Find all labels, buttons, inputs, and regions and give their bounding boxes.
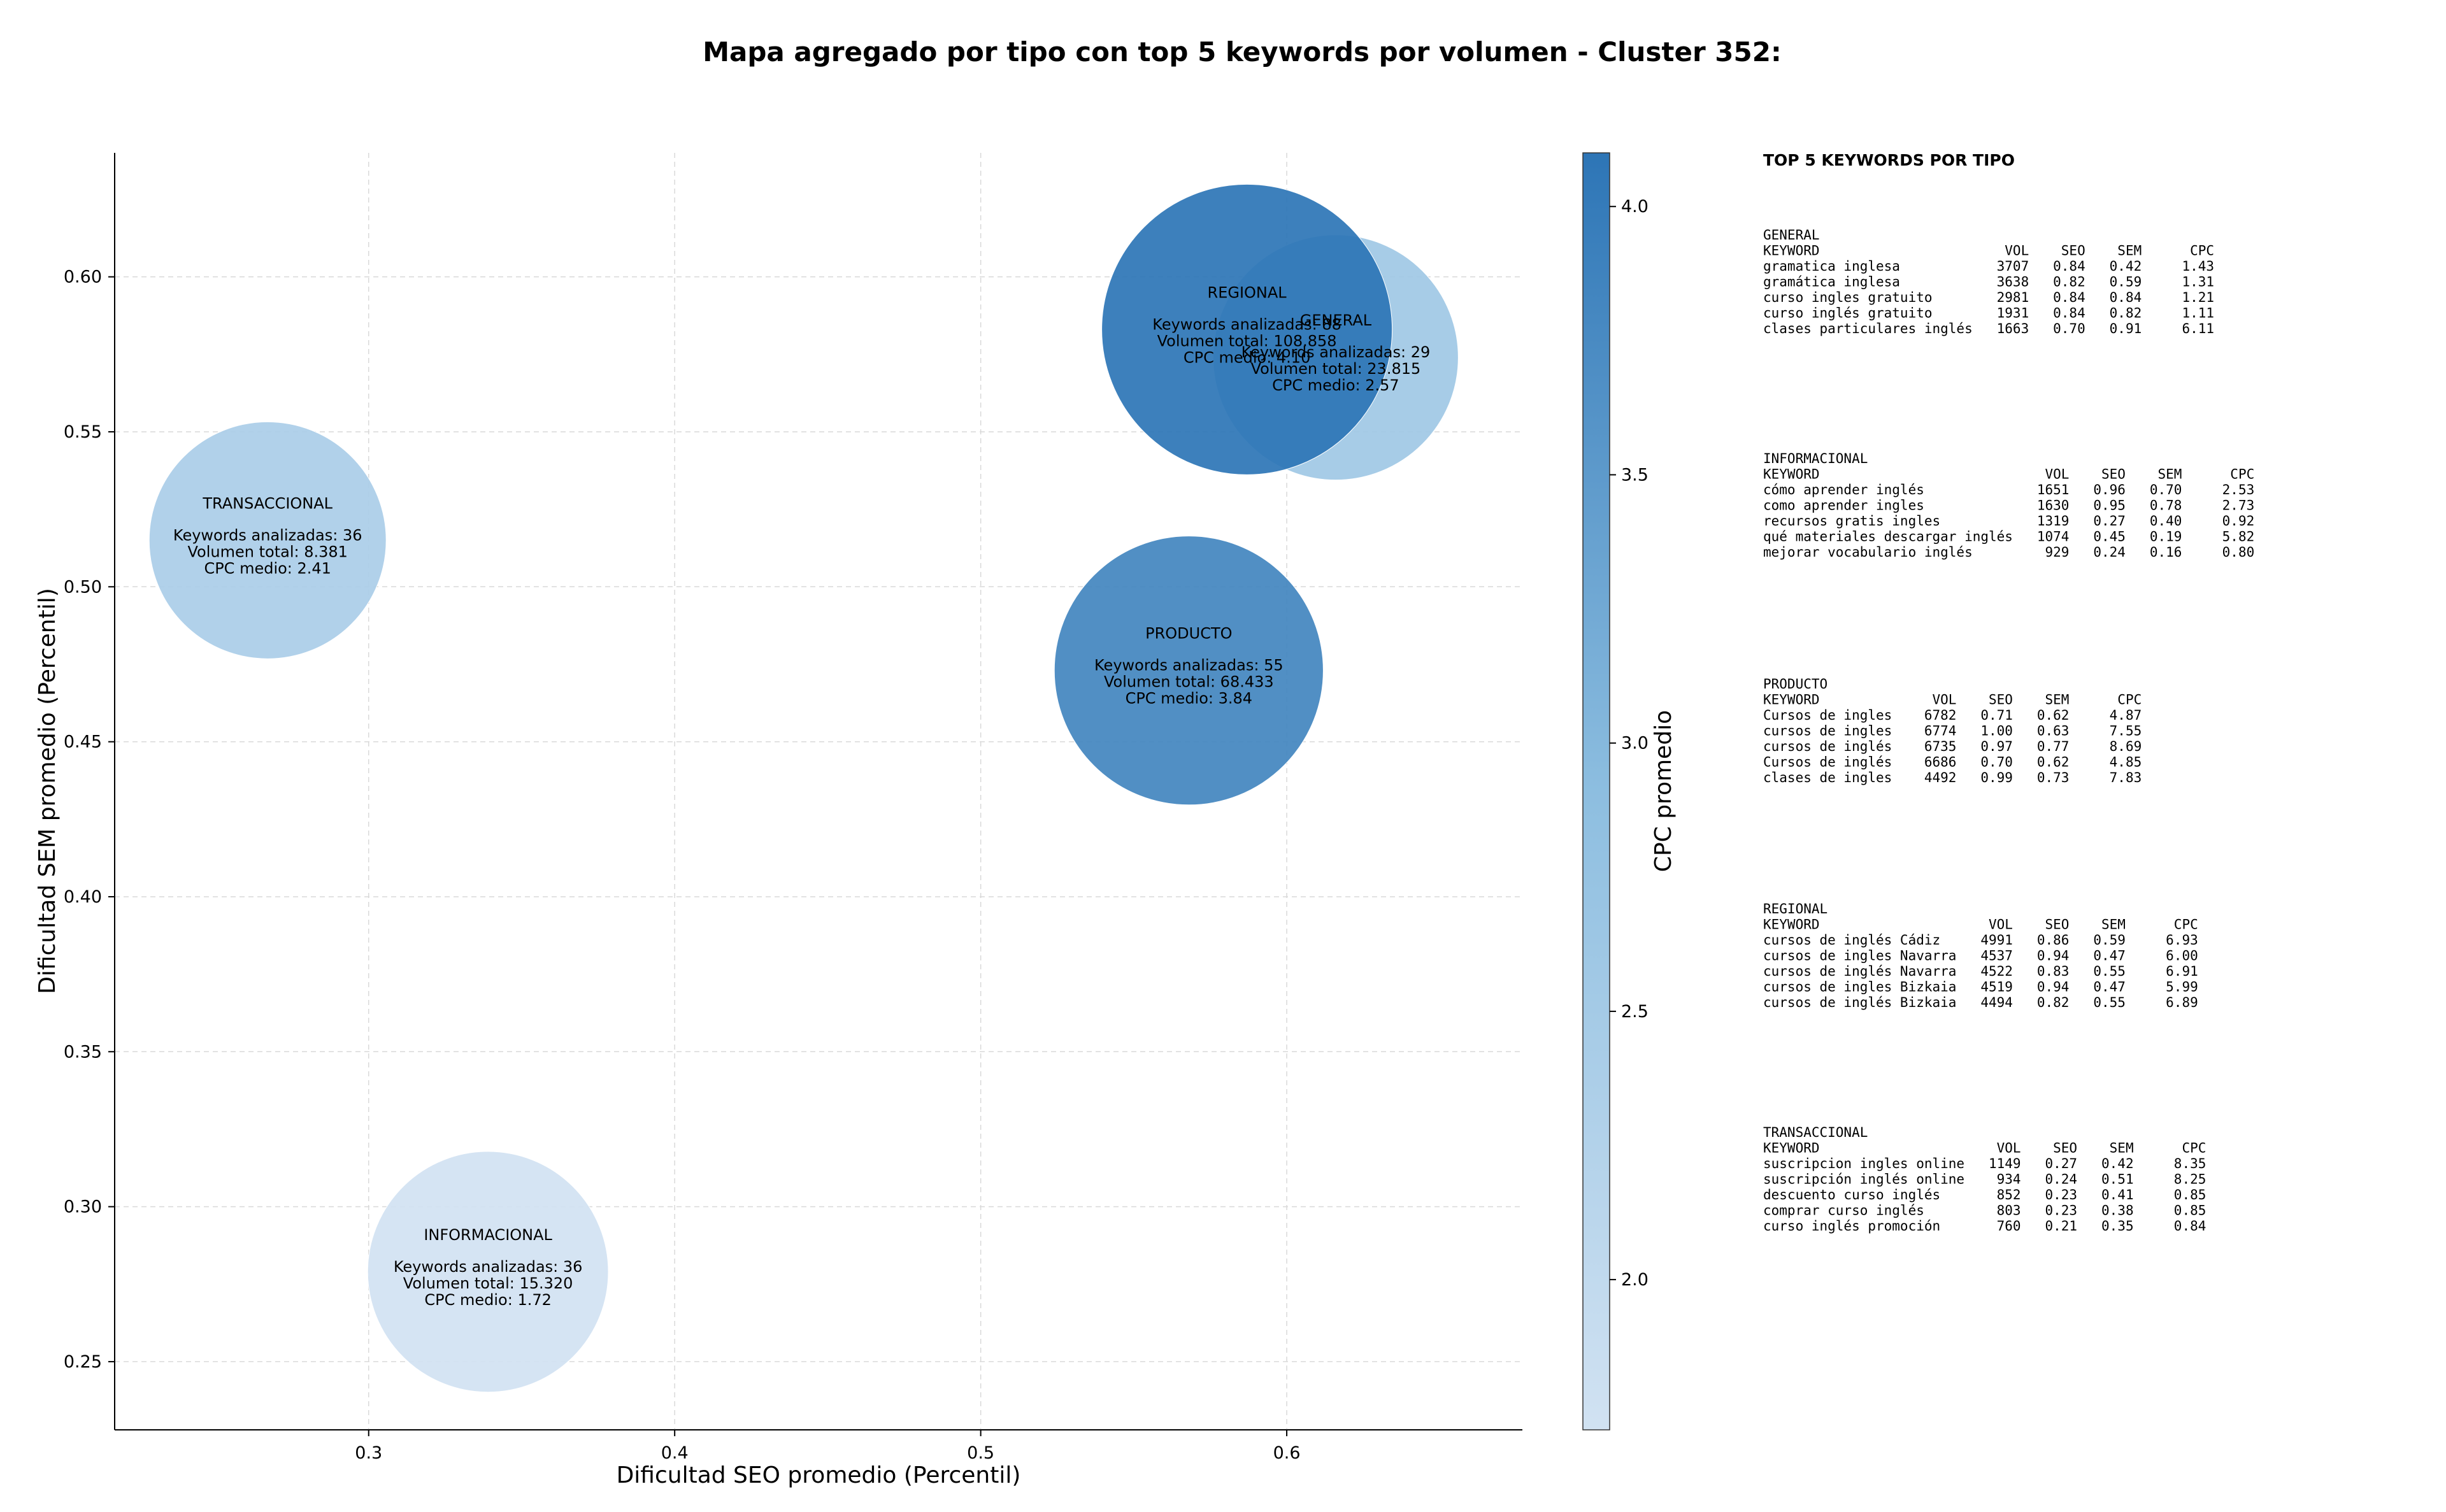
x-tick-label: 0.4 [661, 1443, 689, 1463]
bubble-producto [1054, 536, 1324, 806]
bubble-volume-line: Volumen total: 68.433 [1104, 673, 1274, 691]
table-row: gramática inglesa 3638 0.82 0.59 1.31 [1763, 275, 2214, 290]
bubble-volume-line: Volumen total: 8.381 [188, 543, 348, 560]
x-axis-label: Dificultad SEO promedio (Percentil) [617, 1462, 1021, 1488]
bubble-keywords-line: Keywords analizadas: 36 [173, 526, 362, 544]
y-tick-label: 0.40 [64, 887, 102, 907]
colorbar-tick-label: 4.0 [1621, 197, 1649, 217]
x-tick-label: 0.3 [355, 1443, 382, 1463]
bubble-label-transaccional: TRANSACCIONAL Keywords analizadas: 36Volu… [173, 494, 362, 577]
bubble-label: PRODUCTO [1145, 625, 1232, 643]
table-row: cursos de inglés Cádiz 4991 0.86 0.59 6.… [1763, 932, 2198, 948]
bubble-volume-line: Volumen total: 23.815 [1251, 360, 1421, 378]
table-row: curso inglés promoción 760 0.21 0.35 0.8… [1763, 1218, 2206, 1234]
table-row: comprar curso inglés 803 0.23 0.38 0.85 [1763, 1203, 2206, 1218]
bubble-regional [1101, 183, 1393, 475]
y-tick-label: 0.35 [64, 1042, 102, 1062]
table-row: cursos de ingles Bizkaia 4519 0.94 0.47 … [1763, 980, 2198, 995]
table-row: mejorar vocabulario inglés 929 0.24 0.16… [1763, 545, 2254, 560]
bubble-label: GENERAL [1300, 311, 1372, 329]
table-row: cursos de ingles Navarra 4537 0.94 0.47 … [1763, 948, 2198, 964]
table-row: cómo aprender inglés 1651 0.96 0.70 2.53 [1763, 482, 2254, 497]
table-group-name: REGIONAL [1763, 901, 1827, 916]
x-axis-ticks: 0.3 0.4 0.5 0.6 [355, 1430, 1301, 1463]
colorbar [1582, 152, 1610, 1430]
bubble-keywords-line: Keywords analizadas: 55 [1094, 657, 1284, 674]
table-row: cursos de inglés 6735 0.97 0.77 8.69 [1763, 739, 2142, 754]
table-group-name: GENERAL [1763, 227, 1820, 243]
y-tick-label: 0.25 [64, 1352, 102, 1372]
y-tick-label: 0.45 [64, 732, 102, 752]
bubble-label: TRANSACCIONAL [202, 494, 333, 512]
table-group-name: TRANSACCIONAL [1763, 1125, 1868, 1140]
table-header-row: KEYWORD VOL SEO SEM CPC [1763, 467, 2254, 482]
x-tick-label: 0.6 [1273, 1443, 1301, 1463]
table-header-row: KEYWORD VOL SEO SEM CPC [1763, 1141, 2206, 1156]
colorbar-tick-label: 2.0 [1621, 1270, 1649, 1290]
colorbar-tick-label: 3.5 [1621, 465, 1649, 485]
bubble-keywords-line: Keywords analizadas: 88 [1152, 315, 1341, 333]
bubble-cpc-line: CPC medio: 1.72 [424, 1291, 552, 1309]
bubble-transaccional [148, 421, 387, 659]
y-axis-ticks: 0.25 0.30 0.35 0.40 0.45 0.50 0.55 0.60 [64, 267, 115, 1372]
chart-title: Mapa agregado por tipo con top 5 keyword… [703, 36, 1782, 68]
table-row: gramatica inglesa 3707 0.84 0.42 1.43 [1763, 259, 2214, 274]
x-tick-label: 0.5 [967, 1443, 994, 1463]
colorbar-label: CPC promedio [1650, 710, 1677, 872]
bubble-label: INFORMACIONAL [424, 1226, 552, 1244]
table-row: curso inglés gratuito 1931 0.84 0.82 1.1… [1763, 306, 2214, 321]
table-row: suscripción inglés online 934 0.24 0.51 … [1763, 1172, 2206, 1187]
colorbar-tick-label: 2.5 [1621, 1002, 1649, 1022]
table-header-row: KEYWORD VOL SEO SEM CPC [1763, 243, 2214, 259]
bubble-volume-line: Volumen total: 108.858 [1157, 332, 1337, 350]
bubble-keywords-line: Keywords analizadas: 29 [1241, 343, 1431, 361]
table-row: qué materiales descargar inglés 1074 0.4… [1763, 529, 2254, 545]
table-row: clases particulares inglés 1663 0.70 0.9… [1763, 321, 2214, 336]
table-row: Cursos de inglés 6686 0.70 0.62 4.85 [1763, 755, 2142, 770]
table-header-row: KEYWORD VOL SEO SEM CPC [1763, 692, 2142, 708]
table-row: cursos de ingles 6774 1.00 0.63 7.55 [1763, 724, 2142, 739]
bubble-keywords-line: Keywords analizadas: 36 [394, 1258, 583, 1276]
tables-heading: TOP 5 KEYWORDS POR TIPO [1763, 151, 2015, 169]
table-group-name: INFORMACIONAL [1763, 451, 1868, 466]
table-row: Cursos de ingles 6782 0.71 0.62 4.87 [1763, 708, 2142, 723]
table-row: cursos de inglés Bizkaia 4494 0.82 0.55 … [1763, 995, 2198, 1010]
table-row: descuento curso inglés 852 0.23 0.41 0.8… [1763, 1187, 2206, 1202]
bubble-label-informacional: INFORMACIONAL Keywords analizadas: 36Volu… [394, 1226, 583, 1309]
table-row: como aprender ingles 1630 0.95 0.78 2.73 [1763, 498, 2254, 513]
colorbar-tick-label: 3.0 [1621, 734, 1649, 753]
y-tick-label: 0.30 [64, 1197, 102, 1217]
table-row: clases de ingles 4492 0.99 0.73 7.83 [1763, 770, 2142, 785]
colorbar-ticks: 2.0 2.5 3.0 3.5 4.0 [1610, 197, 1649, 1290]
table-row: suscripcion ingles online 1149 0.27 0.42… [1763, 1156, 2206, 1171]
table-group-name: PRODUCTO [1763, 676, 1827, 692]
table-header-row: KEYWORD VOL SEO SEM CPC [1763, 917, 2198, 932]
bubble-cpc-line: CPC medio: 2.41 [204, 559, 331, 577]
bubble-volume-line: Volumen total: 15.320 [403, 1274, 573, 1292]
bubble-label: REGIONAL [1208, 283, 1287, 301]
bubble-cpc-line: CPC medio: 2.57 [1272, 376, 1399, 394]
bubble-cpc-line: CPC medio: 4.10 [1184, 348, 1311, 366]
y-tick-label: 0.60 [64, 267, 102, 287]
table-row: recursos gratis ingles 1319 0.27 0.40 0.… [1763, 513, 2254, 529]
y-axis-label: Dificultad SEM promedio (Percentil) [34, 588, 61, 994]
bubble-cpc-line: CPC medio: 3.84 [1126, 690, 1253, 708]
table-row: cursos de inglés Navarra 4522 0.83 0.55 … [1763, 964, 2198, 979]
y-tick-label: 0.55 [64, 422, 102, 442]
y-tick-label: 0.50 [64, 577, 102, 597]
table-row: curso ingles gratuito 2981 0.84 0.84 1.2… [1763, 290, 2214, 305]
bubble-layer [148, 183, 1459, 1393]
bubble-informacional [367, 1151, 609, 1393]
